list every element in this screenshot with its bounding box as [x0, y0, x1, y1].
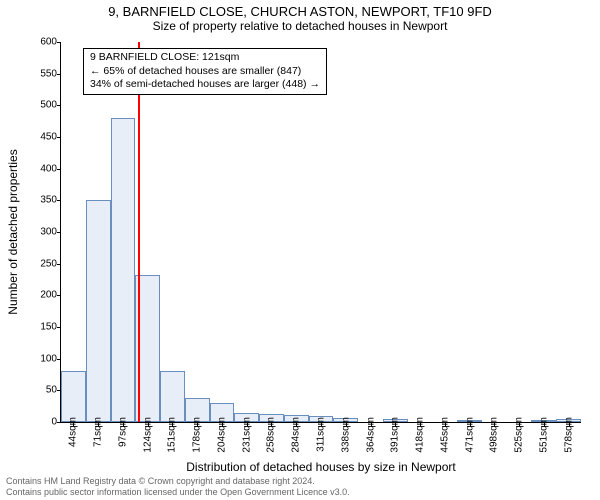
- y-tick-mark: [57, 295, 61, 296]
- y-tick-mark: [57, 200, 61, 201]
- chart-title: 9, BARNFIELD CLOSE, CHURCH ASTON, NEWPOR…: [0, 0, 600, 19]
- chart-container: 9, BARNFIELD CLOSE, CHURCH ASTON, NEWPOR…: [0, 0, 600, 500]
- y-tick-mark: [57, 264, 61, 265]
- x-tick-label: 471sqm: [464, 417, 475, 453]
- chart-area: Number of detached properties Distributi…: [60, 42, 580, 422]
- y-tick-mark: [57, 42, 61, 43]
- x-tick-label: 178sqm: [192, 417, 203, 453]
- x-tick-label: 44sqm: [68, 417, 79, 447]
- x-tick-label: 97sqm: [117, 417, 128, 447]
- chart-subtitle: Size of property relative to detached ho…: [0, 19, 600, 35]
- x-tick-label: 525sqm: [514, 417, 525, 453]
- x-tick-label: 71sqm: [93, 417, 104, 447]
- y-tick-mark: [57, 232, 61, 233]
- y-tick-label: 550: [40, 68, 57, 79]
- x-tick-label: 578sqm: [563, 417, 574, 453]
- x-tick-label: 258sqm: [266, 417, 277, 453]
- x-axis-label: Distribution of detached houses by size …: [186, 460, 455, 474]
- x-tick-label: 231sqm: [241, 417, 252, 453]
- histogram-bar: [61, 371, 86, 422]
- footer-credits: Contains HM Land Registry data © Crown c…: [6, 476, 350, 498]
- y-tick-mark: [57, 105, 61, 106]
- property-marker-line: [138, 42, 140, 422]
- y-tick-label: 250: [40, 258, 57, 269]
- y-tick-label: 400: [40, 163, 57, 174]
- footer-line-2: Contains public sector information licen…: [6, 487, 350, 498]
- y-tick-mark: [57, 74, 61, 75]
- x-tick-label: 338sqm: [340, 417, 351, 453]
- y-tick-label: 450: [40, 132, 57, 143]
- x-tick-label: 418sqm: [415, 417, 426, 453]
- y-tick-mark: [57, 327, 61, 328]
- y-tick-mark: [57, 169, 61, 170]
- x-tick-label: 551sqm: [538, 417, 549, 453]
- y-tick-mark: [57, 137, 61, 138]
- y-tick-mark: [57, 422, 61, 423]
- histogram-bar: [86, 200, 111, 422]
- y-tick-label: 600: [40, 37, 57, 48]
- plot-region: Number of detached properties Distributi…: [60, 42, 581, 423]
- x-tick-label: 284sqm: [291, 417, 302, 453]
- histogram-bar: [111, 118, 136, 422]
- x-tick-label: 124sqm: [142, 417, 153, 453]
- y-tick-label: 300: [40, 227, 57, 238]
- histogram-bar: [160, 371, 185, 422]
- annotation-line-1: 9 BARNFIELD CLOSE: 121sqm: [90, 51, 320, 65]
- footer-line-1: Contains HM Land Registry data © Crown c…: [6, 476, 350, 487]
- x-tick-label: 391sqm: [390, 417, 401, 453]
- y-tick-label: 200: [40, 290, 57, 301]
- x-tick-label: 445sqm: [439, 417, 450, 453]
- y-axis-label: Number of detached properties: [6, 149, 20, 314]
- y-tick-label: 100: [40, 353, 57, 364]
- x-tick-label: 204sqm: [216, 417, 227, 453]
- x-tick-label: 311sqm: [316, 417, 327, 452]
- x-tick-label: 151sqm: [167, 417, 178, 453]
- annotation-line-3: 34% of semi-detached houses are larger (…: [90, 78, 320, 92]
- annotation-box: 9 BARNFIELD CLOSE: 121sqm← 65% of detach…: [83, 48, 327, 95]
- y-tick-label: 500: [40, 100, 57, 111]
- y-tick-label: 150: [40, 322, 57, 333]
- annotation-line-2: ← 65% of detached houses are smaller (84…: [90, 65, 320, 79]
- x-tick-label: 498sqm: [489, 417, 500, 453]
- y-tick-label: 350: [40, 195, 57, 206]
- y-tick-mark: [57, 359, 61, 360]
- y-tick-label: 50: [46, 385, 57, 396]
- x-tick-label: 364sqm: [365, 417, 376, 453]
